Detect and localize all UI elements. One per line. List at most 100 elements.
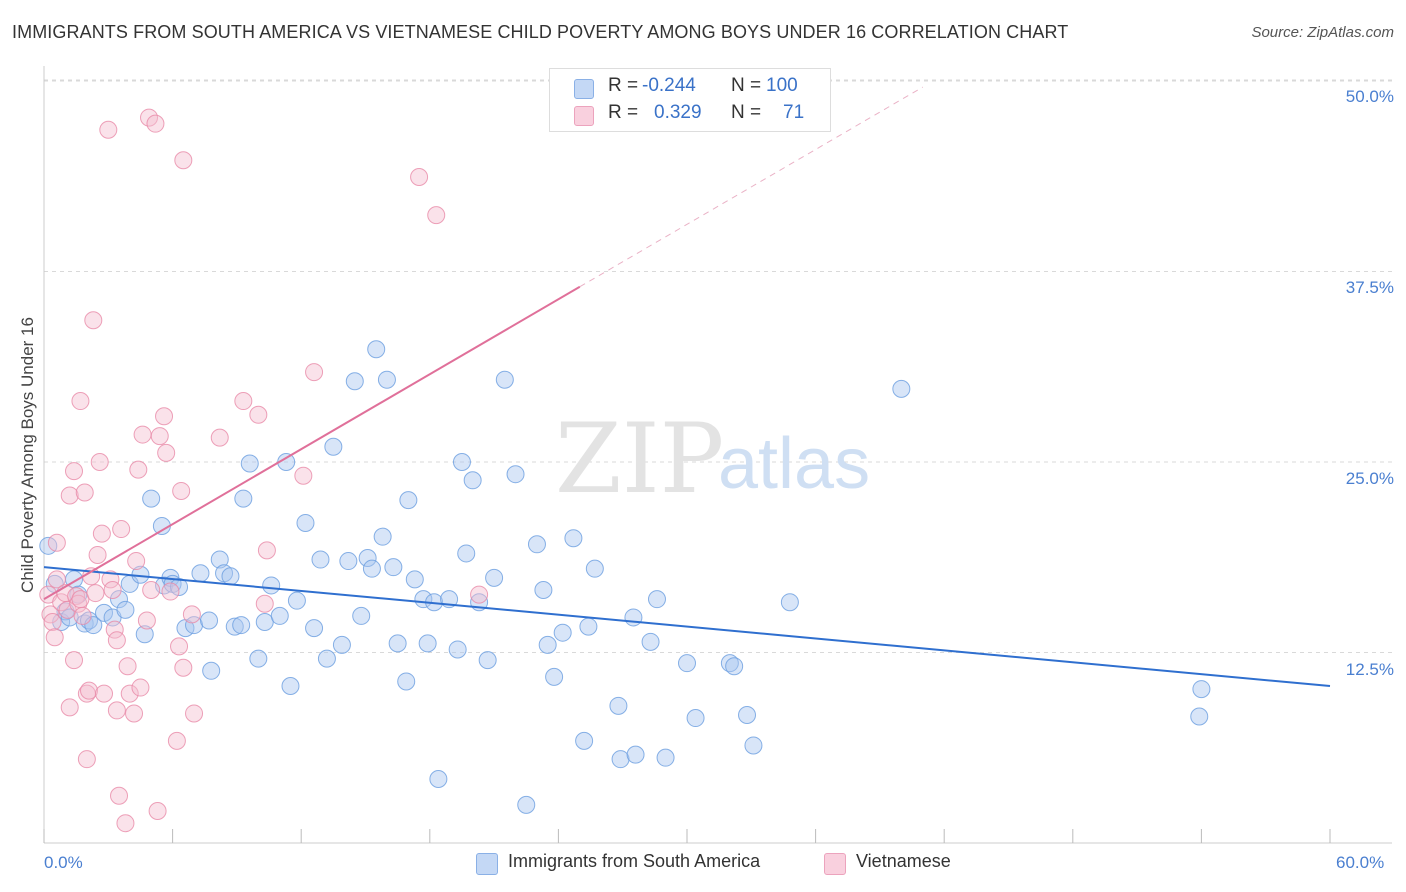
- y-tick-label: 12.5%: [1345, 660, 1394, 679]
- pink-point: [305, 363, 324, 382]
- blue-point: [281, 677, 300, 696]
- blue-point: [255, 613, 274, 632]
- pink-point: [110, 786, 129, 805]
- y-tick-label: 50.0%: [1345, 87, 1394, 106]
- pink-swatch-icon: [824, 853, 846, 875]
- pink-point: [41, 605, 60, 624]
- blue-point: [305, 619, 324, 638]
- pink-point: [170, 637, 189, 656]
- blue-point: [463, 471, 482, 490]
- blue-point: [339, 552, 358, 571]
- x-tick-label-max: 60.0%: [1336, 853, 1385, 872]
- pink-point: [249, 405, 268, 424]
- pink-point: [65, 651, 84, 670]
- blue-point: [373, 527, 392, 546]
- y-tick-label: 37.5%: [1345, 278, 1394, 297]
- blue-point: [545, 667, 564, 686]
- blue-point: [452, 453, 471, 471]
- pink-point: [294, 466, 313, 485]
- blue-point: [611, 750, 630, 769]
- blue-point: [384, 558, 403, 577]
- blue-point: [738, 705, 757, 724]
- pink-point: [210, 428, 229, 447]
- pink-point: [137, 611, 156, 630]
- pink-point: [120, 684, 139, 703]
- r-value: 0.329: [654, 102, 702, 123]
- blue-point: [352, 606, 371, 625]
- blue-point: [527, 535, 546, 554]
- blue-point: [457, 544, 476, 563]
- pink-point: [90, 453, 109, 471]
- pink-trend-line: [43, 285, 581, 601]
- pink-point: [185, 704, 204, 723]
- source-label: Source: ZipAtlas.com: [1251, 24, 1394, 41]
- pink-point: [60, 698, 79, 717]
- blue-point: [367, 340, 386, 359]
- pink-point: [65, 462, 84, 481]
- pink-point: [148, 801, 167, 820]
- pink-point: [107, 631, 126, 650]
- blue-point: [429, 769, 448, 788]
- pink-point: [69, 594, 88, 613]
- blue-point: [332, 635, 351, 654]
- pink-point: [146, 114, 165, 133]
- x-tick-label-min: 0.0%: [44, 853, 83, 872]
- blue-point: [478, 651, 497, 670]
- pink-point: [125, 704, 144, 723]
- blue-point: [234, 489, 253, 508]
- blue-point: [345, 372, 364, 391]
- pink-point: [131, 678, 150, 697]
- blue-point: [377, 370, 396, 389]
- blue-point: [110, 590, 129, 609]
- blue-point: [609, 696, 628, 715]
- pink-point: [116, 814, 135, 833]
- pink-point: [470, 585, 489, 604]
- blue-point: [202, 661, 221, 680]
- pink-point: [71, 590, 90, 609]
- blue-point: [575, 731, 594, 750]
- blue-point: [399, 491, 418, 510]
- pink-point: [155, 407, 174, 426]
- pink-point: [80, 681, 99, 700]
- pink-point: [99, 120, 118, 139]
- pink-point: [174, 658, 193, 677]
- blue-point: [185, 616, 204, 635]
- pink-point: [112, 520, 131, 539]
- pink-point: [92, 524, 111, 543]
- pink-point: [84, 311, 103, 330]
- watermark-zip: ZIP: [555, 403, 724, 515]
- blue-point: [170, 577, 189, 596]
- pink-point: [101, 570, 120, 589]
- blue-point: [647, 590, 666, 609]
- blue-point: [240, 454, 259, 473]
- blue-point: [296, 513, 315, 532]
- blue-point: [317, 649, 336, 668]
- pink-point: [77, 750, 96, 769]
- blue-point: [362, 559, 381, 578]
- pink-point: [161, 582, 180, 601]
- blue-point: [678, 654, 696, 673]
- blue-point: [534, 581, 553, 600]
- pink-point: [71, 392, 90, 411]
- blue-point: [1190, 707, 1209, 726]
- r-value: -0.244: [642, 75, 696, 96]
- pink-point: [60, 486, 79, 505]
- blue-point: [200, 611, 219, 630]
- pink-point: [129, 460, 148, 479]
- blue-point: [448, 640, 467, 659]
- correlation-legend: R = -0.244 N = 100 R = 0.329 N = 71: [549, 68, 831, 132]
- n-label: N =: [731, 75, 762, 96]
- pink-point: [103, 581, 122, 600]
- pink-point: [427, 206, 446, 225]
- blue-point: [397, 672, 416, 691]
- pink-point: [47, 570, 66, 589]
- blue-point: [744, 736, 763, 755]
- pink-point: [172, 481, 191, 500]
- blue-point: [553, 623, 572, 642]
- blue-point: [116, 600, 135, 619]
- blue-point: [221, 567, 240, 586]
- blue-point: [135, 625, 154, 644]
- pink-point: [167, 731, 186, 750]
- n-label: N =: [731, 102, 762, 123]
